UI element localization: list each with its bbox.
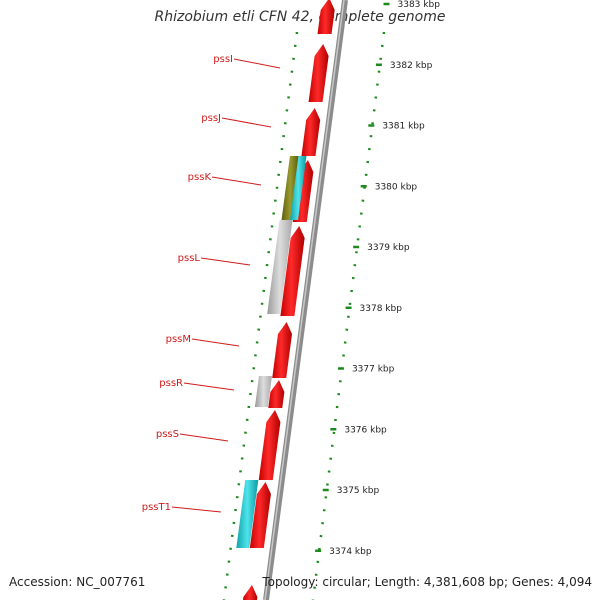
genome-summary-text: Topology: circular; Length: 4,381,608 bp… (262, 575, 592, 589)
cds-forward-arrow[interactable] (280, 226, 305, 316)
genome-backbone-highlight (264, 0, 345, 600)
gene-label-pssI[interactable]: pssI (213, 54, 233, 65)
gene-leader-line (171, 506, 222, 513)
gene-label-pssL[interactable]: pssL (178, 253, 201, 264)
gene-label-pssT1[interactable]: pssT1 (142, 502, 171, 513)
gene-feature-olive[interactable] (281, 156, 299, 220)
gene-label-pssR[interactable]: pssR (159, 378, 183, 389)
cds-forward-arrow[interactable] (249, 482, 271, 548)
genome-backbone (263, 0, 348, 600)
kbp-tick-label: 3381 kbp (382, 122, 425, 132)
cds-forward-arrow[interactable] (317, 0, 335, 34)
gene-feature-cyan[interactable] (290, 156, 307, 220)
gene-feature-gray[interactable] (267, 220, 293, 314)
gene-leader-line (211, 176, 262, 186)
cds-forward-arrow[interactable] (301, 108, 321, 156)
kbp-tick-label: 3379 kbp (367, 243, 410, 253)
outer-tick-ring (311, 31, 386, 600)
kbp-tick-label: 3377 kbp (352, 365, 395, 375)
gene-label-pssS[interactable]: pssS (156, 429, 179, 440)
gene-leader-line (183, 382, 235, 391)
cds-forward-arrow[interactable] (272, 322, 293, 378)
gene-feature-cyan[interactable] (236, 480, 259, 548)
kbp-tick-label: 3382 kbp (390, 61, 433, 71)
kbp-tick-label: 3376 kbp (344, 425, 387, 435)
gene-feature-gray[interactable] (254, 376, 272, 407)
cds-forward-arrow[interactable] (308, 44, 329, 102)
map-title: Rhizobium etli CFN 42, complete genome (154, 9, 446, 25)
inner-tick-ring (222, 31, 299, 600)
gene-leader-line (191, 338, 240, 347)
gene-leader-line (179, 433, 229, 442)
gene-leader-line (200, 257, 251, 266)
cds-forward-arrow[interactable] (268, 380, 285, 408)
gene-label-pssJ[interactable]: pssJ (201, 113, 221, 124)
gene-label-pssM[interactable]: pssM (166, 334, 191, 345)
gene-leader-line (221, 117, 272, 128)
kbp-tick-label: 3375 kbp (337, 486, 380, 496)
kbp-tick-label: 3374 kbp (329, 547, 372, 557)
gene-label-pssK[interactable]: pssK (188, 172, 212, 183)
gene-leader-line (233, 58, 281, 69)
accession-text: Accession: NC_007761 (9, 575, 146, 589)
cds-forward-arrow[interactable] (258, 410, 281, 480)
cds-forward-arrow[interactable] (242, 585, 258, 600)
kbp-tick-label: 3380 kbp (375, 182, 418, 192)
kbp-tick-label: 3383 kbp (398, 0, 441, 10)
kbp-tick-label: 3378 kbp (360, 304, 403, 314)
